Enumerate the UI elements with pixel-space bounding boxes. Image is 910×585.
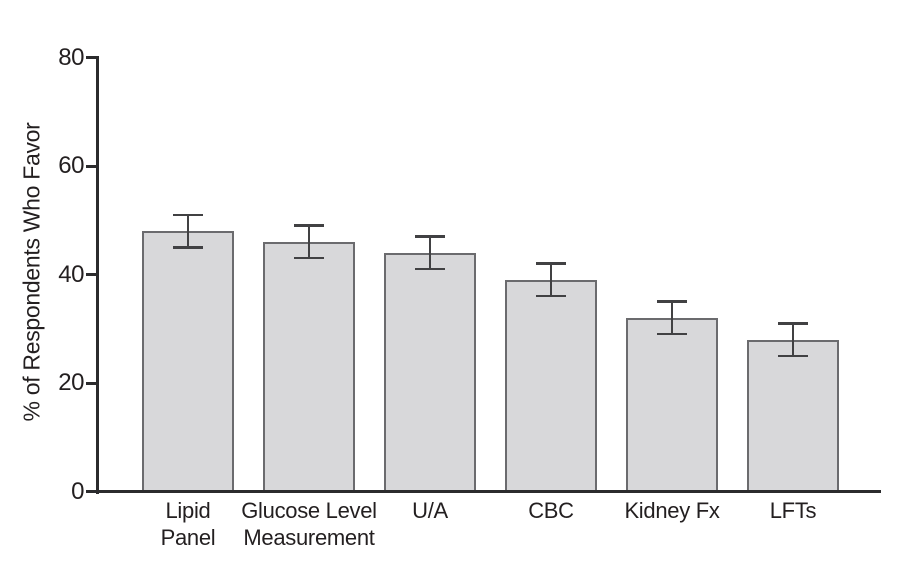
x-axis-category-label: Lipid Panel [160, 498, 216, 550]
error-bar-cap-top [294, 224, 324, 227]
y-tick-label: 0 [71, 477, 84, 505]
y-tick-label: 60 [58, 152, 84, 179]
x-axis-category-label: CBC [528, 498, 574, 523]
y-axis-tick [86, 490, 97, 493]
y-tick-label: 40 [58, 260, 84, 288]
y-axis-line [96, 56, 99, 494]
error-bar-line [549, 263, 553, 297]
error-bar-line [307, 225, 311, 259]
bar [747, 339, 839, 490]
x-axis-category-label: LFTs [769, 498, 817, 523]
bar [384, 252, 476, 490]
error-bar-line [791, 323, 795, 356]
bar [142, 231, 234, 490]
error-bar-cap-bottom [173, 246, 203, 249]
error-bar-cap-bottom [778, 354, 808, 358]
error-bar-cap-top [778, 322, 808, 325]
error-bar-cap-top [657, 300, 687, 303]
error-bar-cap-bottom [294, 256, 324, 260]
y-axis-tick [86, 273, 97, 276]
error-bar-cap-top [415, 235, 445, 238]
x-axis-category-label: Kidney Fx [624, 498, 720, 523]
error-bar-cap-bottom [657, 332, 687, 336]
error-bar-cap-top [536, 262, 566, 265]
y-axis-tick [86, 56, 97, 59]
y-tick-label: 80 [58, 43, 84, 71]
error-bar-line [428, 236, 432, 270]
y-tick-label: 20 [58, 369, 84, 396]
error-bar-cap-bottom [415, 267, 445, 271]
error-bar-cap-top [173, 213, 203, 217]
y-axis-tick [86, 164, 97, 168]
x-axis-line [95, 490, 881, 493]
bar [505, 279, 597, 490]
error-bar-cap-bottom [536, 294, 566, 298]
x-axis-category-label: U/A [412, 498, 448, 523]
error-bar-line [186, 214, 190, 248]
y-axis-tick [86, 381, 97, 385]
bar [626, 317, 718, 490]
error-bar-line [670, 301, 674, 335]
x-axis-category-label: Glucose Level Measurement [241, 498, 377, 550]
bar [263, 241, 355, 490]
